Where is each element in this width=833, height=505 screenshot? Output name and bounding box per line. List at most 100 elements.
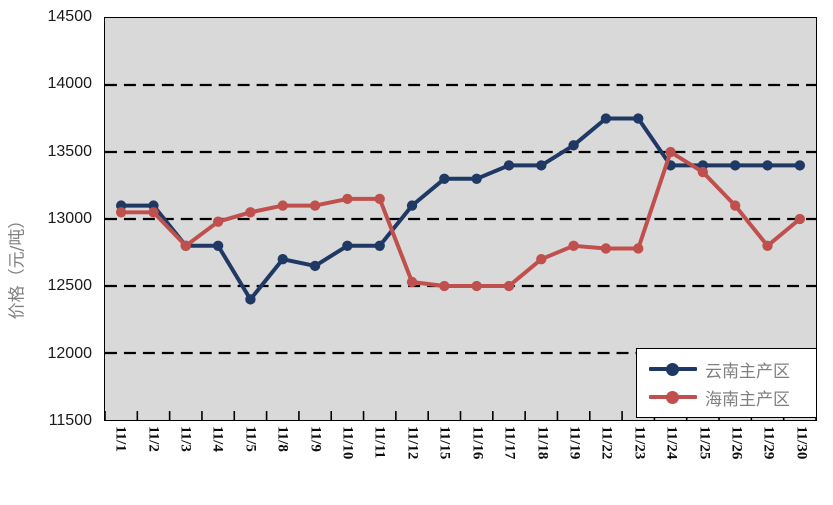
data-point xyxy=(568,140,579,151)
x-tick-label-text: 11/10 xyxy=(339,426,356,460)
data-point xyxy=(665,146,676,158)
data-point xyxy=(697,166,709,178)
data-point xyxy=(439,173,450,184)
x-tick-label-text: 11/26 xyxy=(728,426,745,460)
data-point xyxy=(277,254,288,265)
data-point xyxy=(212,216,224,227)
x-tick-label-text: 11/15 xyxy=(436,426,453,460)
x-tick-label: 11/11 xyxy=(371,424,388,498)
x-tick-label-text: 11/23 xyxy=(631,426,648,460)
x-tick-label: 11/12 xyxy=(404,424,420,498)
series-line-2 xyxy=(119,150,802,288)
data-point xyxy=(115,207,127,218)
x-tick-label-text: 11/5 xyxy=(242,426,259,452)
x-tick-label-text: 11/17 xyxy=(501,426,518,460)
data-point xyxy=(245,294,256,305)
data-point xyxy=(148,207,159,218)
data-point xyxy=(212,240,224,251)
data-point xyxy=(536,160,547,171)
x-tick-label-text: 11/1 xyxy=(112,426,129,452)
x-tick-label: 11/22 xyxy=(598,424,615,498)
data-point xyxy=(309,260,321,272)
x-tick-label-text: 11/16 xyxy=(469,426,486,460)
data-point xyxy=(730,160,741,171)
x-tick-label-text: 11/4 xyxy=(209,426,226,452)
data-point xyxy=(536,254,547,265)
x-tick-label-text: 11/11 xyxy=(371,426,388,459)
data-point xyxy=(309,200,321,211)
x-tick-label-text: 11/19 xyxy=(566,426,583,460)
x-tick-label: 11/15 xyxy=(436,424,453,498)
plot-svg xyxy=(105,83,816,420)
data-point xyxy=(600,243,612,254)
legend-item-2[interactable]: 海南主产区 xyxy=(637,383,816,411)
data-point xyxy=(471,173,482,184)
x-tick-label: 11/8 xyxy=(274,424,291,498)
x-tick-label-text: 11/8 xyxy=(274,426,291,452)
y-tick-label: 12000 xyxy=(47,344,93,362)
data-point xyxy=(406,200,418,211)
x-tick-label-text: 11/24 xyxy=(663,426,680,460)
plot-area xyxy=(104,17,817,421)
data-point xyxy=(374,240,385,251)
legend-item-1[interactable]: 云南主产区 xyxy=(637,355,816,383)
data-point xyxy=(762,240,773,251)
data-point xyxy=(503,160,515,171)
legend-marker-icon xyxy=(649,362,697,376)
x-tick-label: 11/5 xyxy=(242,424,258,498)
y-axis-title: 价格（元/吨） xyxy=(2,150,28,380)
data-point xyxy=(180,240,191,251)
x-tick-label-text: 11/29 xyxy=(760,426,777,460)
y-tick-label: 14000 xyxy=(47,75,93,93)
data-point xyxy=(633,113,644,124)
data-point xyxy=(503,280,515,292)
y-tick-label: 13500 xyxy=(47,142,93,160)
x-tick-label: 11/25 xyxy=(696,424,712,498)
x-tick-label: 11/19 xyxy=(566,424,582,498)
legend-marker-icon xyxy=(649,390,697,404)
x-tick-label: 11/3 xyxy=(177,424,194,498)
data-point xyxy=(600,113,612,124)
x-tick-label: 11/30 xyxy=(793,424,809,498)
chart-legend: 云南主产区海南主产区 xyxy=(636,348,817,418)
data-point xyxy=(568,240,579,251)
x-tick-label: 11/4 xyxy=(209,424,226,498)
x-tick-label: 11/24 xyxy=(663,424,680,498)
x-tick-label: 11/10 xyxy=(339,424,356,498)
data-point xyxy=(277,200,288,211)
x-tick-label: 11/29 xyxy=(760,424,777,498)
x-tick-label: 11/2 xyxy=(145,424,161,498)
x-axis-tick-labels: 11/1 11/2 11/3 11/4 11/5 11/8 11/9 11/10 11/11 11… xyxy=(104,424,817,502)
x-tick-label: 11/17 xyxy=(501,424,518,498)
legend-label: 云南主产区 xyxy=(705,361,790,382)
data-point xyxy=(342,240,353,251)
x-tick-label: 11/16 xyxy=(469,424,485,498)
x-tick-label-text: 11/30 xyxy=(793,426,810,460)
data-point xyxy=(342,193,353,205)
x-tick-label: 11/23 xyxy=(631,424,647,498)
data-point xyxy=(794,213,806,225)
y-tick-label: 13000 xyxy=(47,210,93,227)
data-point xyxy=(374,193,385,205)
x-tick-label-text: 11/12 xyxy=(404,426,421,460)
x-tick-label-text: 11/25 xyxy=(696,426,713,460)
y-tick-label: 12500 xyxy=(47,277,93,295)
x-tick-label-text: 11/9 xyxy=(307,426,324,452)
x-tick-label: 11/1 xyxy=(112,424,129,498)
x-tick-label: 11/9 xyxy=(307,424,323,498)
y-tick-label: 11500 xyxy=(48,412,92,429)
data-point xyxy=(245,207,256,218)
data-point xyxy=(794,160,806,171)
legend-label: 海南主产区 xyxy=(705,389,790,410)
series-line-1 xyxy=(119,116,802,302)
y-axis-tick-labels: 14500 14000 13500 13000 12500 12000 11500 xyxy=(30,8,98,429)
data-point xyxy=(633,243,644,254)
x-tick-label-text: 11/2 xyxy=(145,426,162,452)
y-axis-title-text: 价格（元/吨） xyxy=(7,211,28,319)
x-tick-label-text: 11/18 xyxy=(534,426,551,460)
data-point xyxy=(406,276,418,288)
data-point xyxy=(730,200,741,211)
x-tick-label-text: 11/3 xyxy=(177,426,194,452)
y-tick-label: 14500 xyxy=(47,8,93,25)
